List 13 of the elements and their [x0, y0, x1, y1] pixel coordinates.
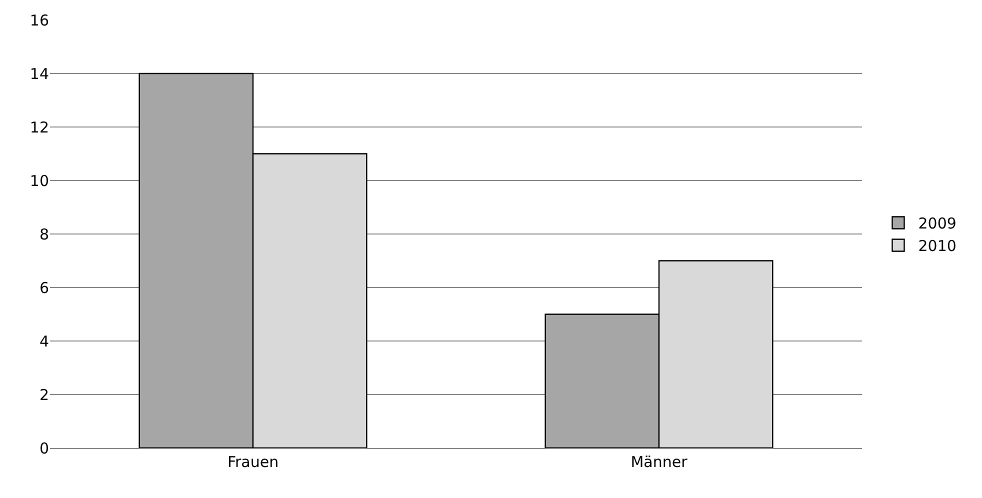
y-tick-label: 14 — [30, 64, 49, 83]
y-tick-label: 6 — [39, 278, 49, 297]
y-tick-label: 0 — [39, 439, 49, 458]
y-tick-label: 12 — [30, 118, 49, 136]
legend-label: 2009 — [918, 214, 956, 233]
y-tick-label: 10 — [30, 172, 49, 190]
legend-label: 2010 — [918, 237, 956, 256]
y-tick-label: 8 — [39, 225, 49, 244]
x-tick-label: Männer — [630, 453, 688, 471]
y-tick-label: 2 — [39, 386, 49, 404]
x-tick-label: Frauen — [227, 453, 279, 471]
y-tick-label: 4 — [39, 332, 49, 350]
y-tick-label: 16 — [30, 11, 49, 30]
